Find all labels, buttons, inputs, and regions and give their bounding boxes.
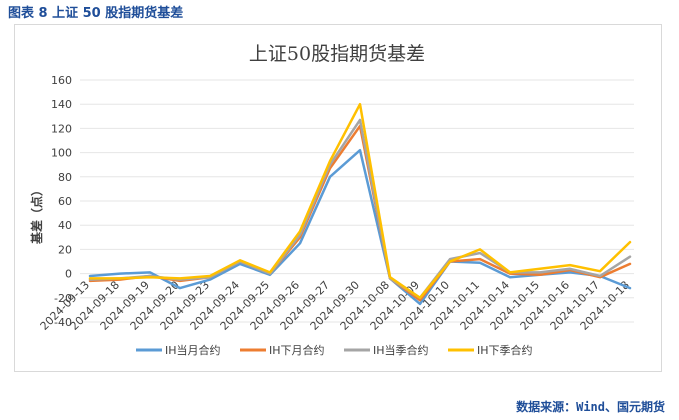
y-tick-label: 120 — [51, 122, 72, 135]
y-tick-label: 20 — [58, 243, 72, 256]
y-tick-label: 40 — [58, 219, 72, 232]
y-tick-label: -40 — [54, 316, 72, 329]
legend-label: IH下月合约 — [269, 343, 325, 357]
legend-label: IH当月合约 — [165, 343, 221, 357]
y-tick-label: 60 — [58, 195, 72, 208]
figure-caption: 图表 8 上证 50 股指期货基差 — [8, 6, 184, 21]
legend-label: IH下季合约 — [477, 343, 533, 357]
source-note: 数据来源：Wind、国元期货 — [516, 400, 665, 414]
series-line — [88, 102, 632, 300]
y-tick-label: 0 — [65, 268, 72, 281]
chart-title: 上证50股指期货基差 — [249, 43, 425, 65]
legend-label: IH当季合约 — [373, 343, 429, 357]
y-tick-label: 160 — [51, 74, 72, 87]
y-tick-label: 140 — [51, 98, 72, 111]
chart-frame — [14, 24, 662, 372]
y-tick-label: 80 — [58, 171, 72, 184]
y-tick-label: 100 — [51, 147, 72, 160]
series-line — [88, 118, 632, 300]
y-axis-label: 基差（点） — [29, 184, 44, 245]
y-tick-label: -20 — [54, 292, 72, 305]
